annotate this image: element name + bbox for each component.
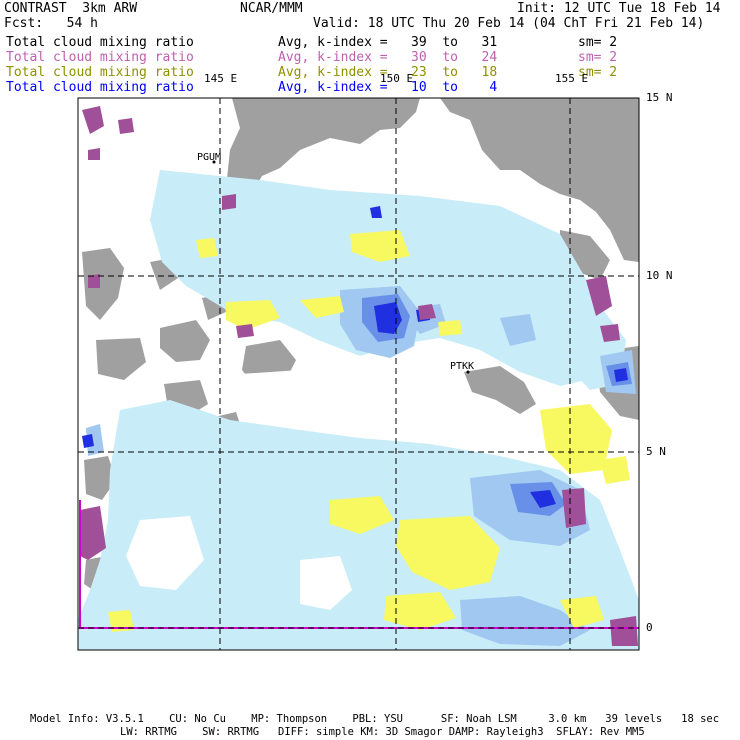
- cloud-gaps: [126, 370, 352, 610]
- lon-label-145e: 145 E: [204, 72, 238, 85]
- field-4-range: Avg, k-index = 10 to 4: [278, 80, 498, 95]
- field-3-smoothing: sm= 2: [578, 65, 618, 80]
- field-1-smoothing: sm= 2: [578, 35, 618, 50]
- lat-label-0: 0: [646, 621, 653, 634]
- lat-lon-grid: [78, 97, 639, 650]
- station-label-pgum: PGUM: [197, 152, 222, 163]
- station-label-ptkk: PTKK: [450, 361, 475, 372]
- field-3-range: Avg, k-index = 23 to 18: [278, 65, 498, 80]
- field-2-range: Avg, k-index = 30 to 24: [278, 50, 498, 65]
- lat-label-15n: 15 N: [646, 91, 673, 104]
- field-2-name: Total cloud mixing ratio: [6, 50, 194, 65]
- lon-label-150e: 150 E: [380, 72, 414, 85]
- yellow-cloud-field: [108, 230, 630, 632]
- init-time: Init: 12 UTC Tue 18 Feb 14: [517, 1, 721, 16]
- station-marker-pgum: [212, 160, 216, 164]
- model-info-line-2: LW: RRTMG SW: RRTMG DIFF: simple KM: 3D …: [120, 726, 645, 738]
- forecast-hour: Fcst: 54 h: [4, 16, 98, 31]
- purple-cloud-field: [80, 106, 638, 646]
- field-1-range: Avg, k-index = 39 to 31: [278, 35, 498, 50]
- station-marker-ptkk: [466, 370, 470, 374]
- map-field-layer: [78, 98, 639, 650]
- organization-label: NCAR/MMM: [240, 1, 303, 16]
- lon-label-155e: 155 E: [555, 72, 589, 85]
- field-2-smoothing: sm= 2: [578, 50, 618, 65]
- field-1-name: Total cloud mixing ratio: [6, 35, 194, 50]
- model-info-line-1: Model Info: V3.5.1 CU: No Cu MP: Thompso…: [30, 713, 720, 725]
- lat-label-10n: 10 N: [646, 269, 673, 282]
- field-3-name: Total cloud mixing ratio: [6, 65, 194, 80]
- lat-label-5n: 5 N: [646, 445, 666, 458]
- valid-time: Valid: 18 UTC Thu 20 Feb 14 (04 ChT Fri …: [313, 16, 705, 31]
- field-4-name: Total cloud mixing ratio: [6, 80, 194, 95]
- model-title: CONTRAST 3km ARW: [4, 1, 138, 16]
